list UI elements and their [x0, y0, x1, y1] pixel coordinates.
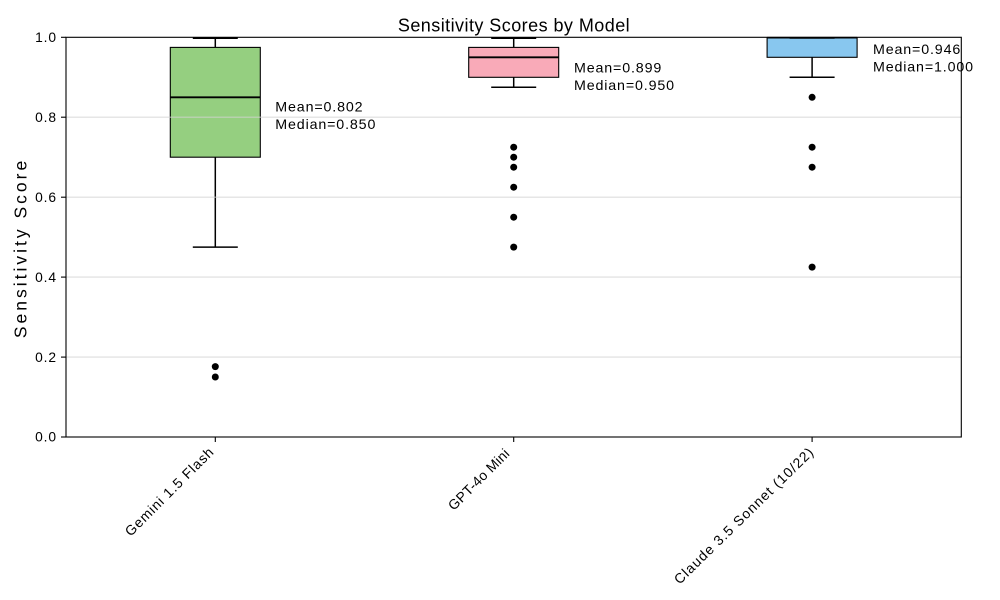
svg-text:0.4: 0.4: [35, 270, 57, 285]
svg-text:0.2: 0.2: [35, 350, 57, 365]
svg-text:Mean=0.899: Mean=0.899: [574, 61, 662, 77]
svg-text:0.6: 0.6: [35, 190, 57, 205]
svg-text:Sensitivity Scores by Model: Sensitivity Scores by Model: [398, 15, 630, 35]
svg-text:Median=0.950: Median=0.950: [574, 78, 675, 94]
svg-text:Mean=0.946: Mean=0.946: [873, 42, 961, 58]
svg-text:1.0: 1.0: [35, 30, 57, 45]
svg-text:Gemini 1.5 Flash: Gemini 1.5 Flash: [121, 443, 217, 539]
svg-text:GPT-4o Mini: GPT-4o Mini: [445, 445, 513, 513]
svg-text:Mean=0.802: Mean=0.802: [275, 100, 363, 116]
svg-text:Median=1.000: Median=1.000: [873, 60, 974, 76]
svg-text:0.8: 0.8: [35, 110, 57, 125]
svg-text:Claude 3.5 Sonnet (10/22): Claude 3.5 Sonnet (10/22): [671, 443, 818, 587]
svg-text:Median=0.850: Median=0.850: [275, 117, 376, 133]
svg-text:0.0: 0.0: [35, 430, 57, 445]
svg-text:Sensitivity Score: Sensitivity Score: [11, 158, 31, 338]
